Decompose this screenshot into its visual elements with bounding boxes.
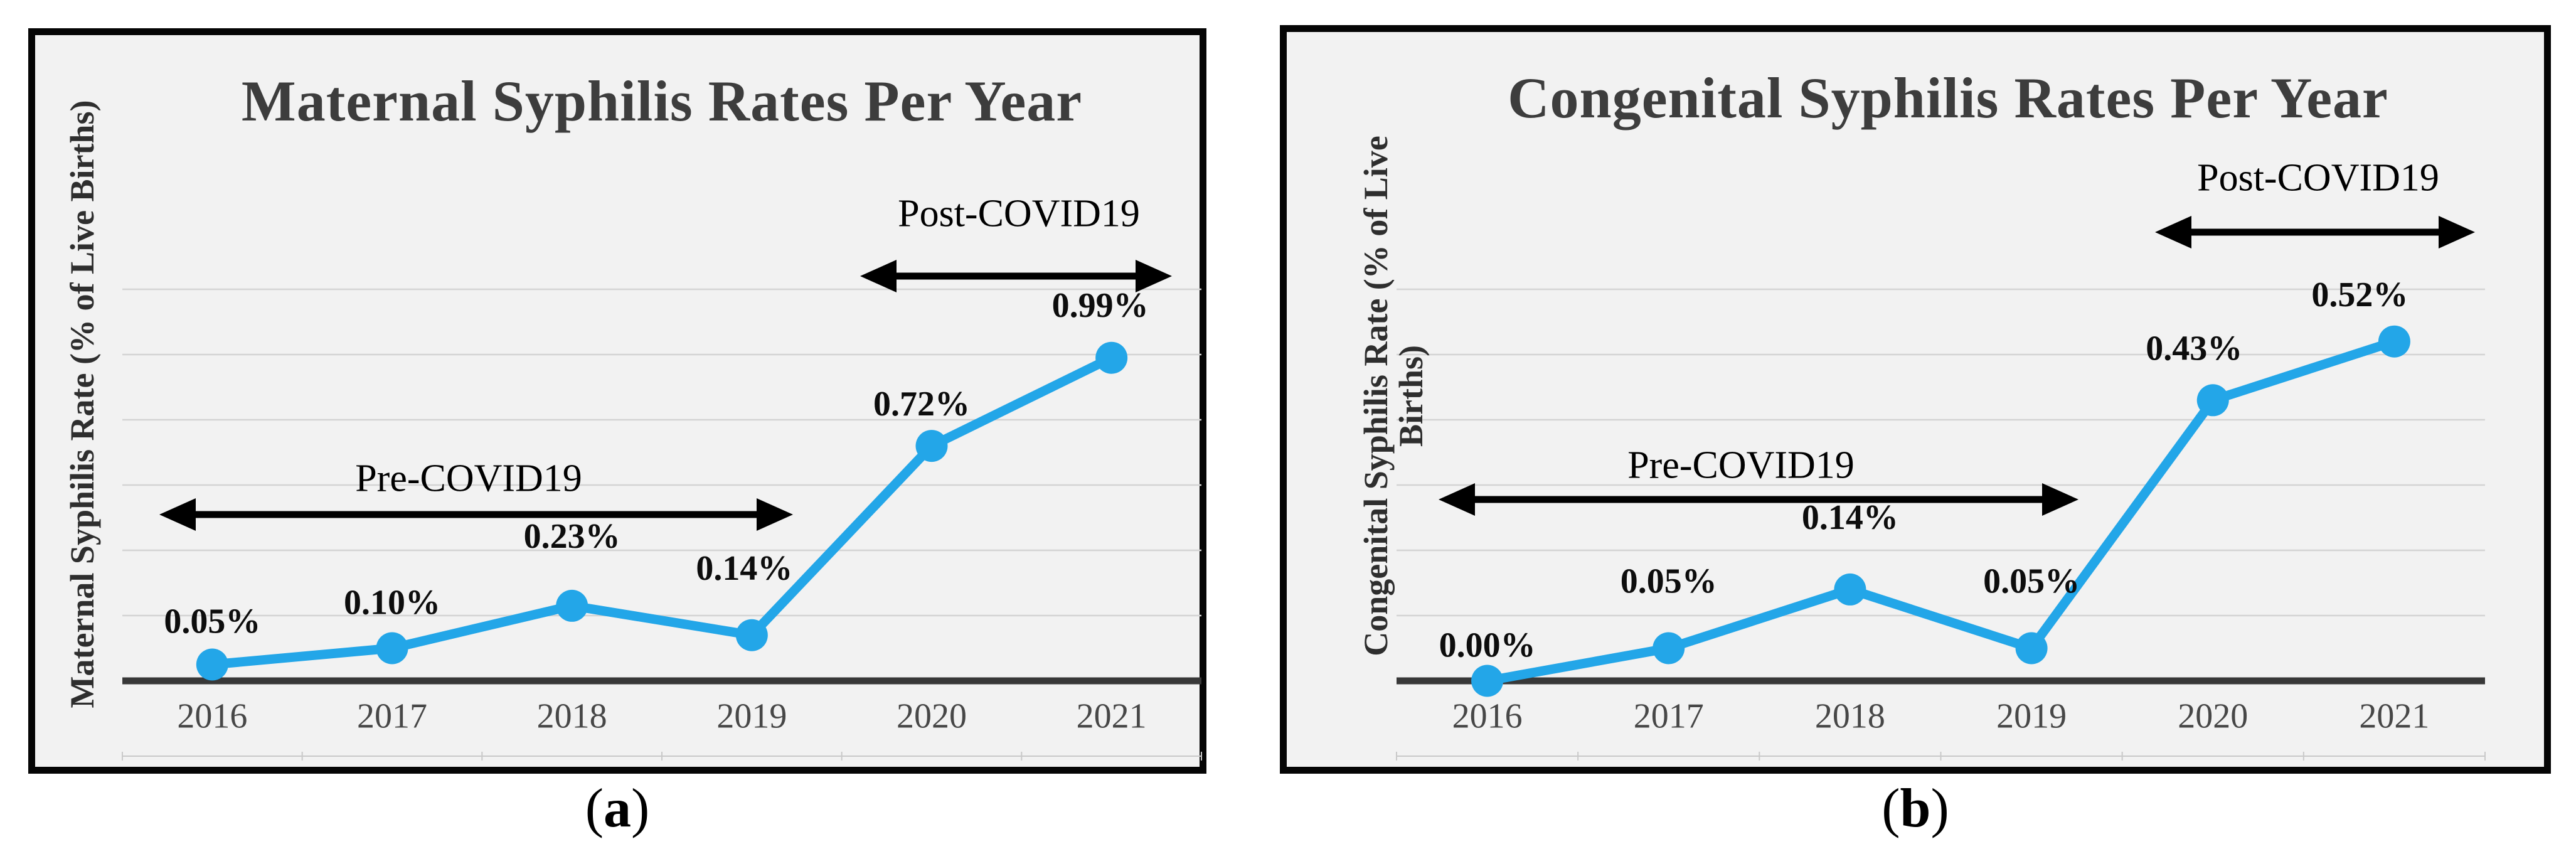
data-point-label: 0.14% [696, 549, 792, 588]
x-tick-label: 2021 [1077, 697, 1147, 736]
data-point [2015, 632, 2048, 665]
data-point [1653, 632, 1685, 665]
y-axis-label-line: Congenital Syphilis Rate (% of Live [1357, 136, 1395, 656]
chart-title-a: Maternal Syphilis Rates Per Year [241, 69, 1083, 133]
data-line [1482, 336, 2399, 686]
annotation-arrowhead-left [1439, 483, 1475, 516]
panel-b: Pre-COVID19 Post-COVID19 0.00% 0.05% 0.14% 0.… [1280, 25, 2551, 774]
x-tick-label: 2021 [2359, 697, 2429, 736]
data-point [1834, 573, 1866, 606]
x-tick-label: 2020 [897, 697, 967, 736]
x-tick-label: 2016 [177, 697, 247, 736]
annotation-arrowhead-left [860, 260, 897, 292]
annotation-pre-covid: Pre-COVID19 [1439, 444, 2078, 516]
congenital-syphilis-chart: Pre-COVID19 Post-COVID19 0.00% 0.05% 0.14% 0.… [1396, 157, 2486, 761]
annotation-label: Pre-COVID19 [1627, 444, 1855, 487]
x-tick-label: 2020 [2178, 697, 2248, 736]
panel-a: Pre-COVID19 Post-COVID19 0.05% 0.10% 0.23% 0.… [28, 28, 1206, 774]
annotation-arrowhead-left [159, 498, 196, 531]
data-point [915, 430, 948, 462]
data-line [207, 353, 1117, 670]
data-point-label: 0.14% [1802, 498, 1898, 537]
annotation-arrowhead-right [2042, 483, 2078, 516]
annotation-label: Pre-COVID19 [355, 457, 582, 500]
annotation-label: Post-COVID19 [898, 193, 1140, 235]
data-point [1095, 341, 1128, 374]
chart-title-b: Congenital Syphilis Rates Per Year [1508, 66, 2388, 130]
x-tick-label: 2018 [537, 697, 607, 736]
data-point-label: 0.23% [524, 517, 620, 556]
data-point-label: 0.43% [2146, 329, 2242, 368]
annotation-arrowhead-left [2155, 216, 2191, 248]
x-tick-label: 2017 [357, 697, 427, 736]
data-point [556, 589, 588, 622]
data-point [2378, 325, 2410, 358]
annotation-arrowhead-right [1136, 260, 1172, 292]
annotation-arrowhead-right [757, 498, 793, 531]
data-point-label: 0.05% [1983, 562, 2080, 601]
annotation-pre-covid: Pre-COVID19 [159, 457, 793, 531]
data-point [2196, 384, 2229, 417]
annotation-post-covid: Post-COVID19 [860, 193, 1172, 292]
data-point [1471, 665, 1504, 697]
caption-a: (a) [585, 778, 650, 839]
annotation-label: Post-COVID19 [2197, 157, 2439, 200]
x-tick-label: 2016 [1452, 697, 1523, 736]
data-point-label: 0.52% [2311, 275, 2408, 314]
data-point-label: 0.00% [1439, 626, 1536, 665]
data-point-label: 0.99% [1052, 286, 1149, 325]
data-point [376, 632, 408, 665]
data-point [735, 619, 768, 651]
caption-b: (b) [1881, 778, 1949, 839]
data-point-label: 0.05% [1621, 562, 1717, 601]
x-tick-label: 2019 [716, 697, 787, 736]
x-tick-label: 2017 [1634, 697, 1704, 736]
x-tick-label: 2018 [1815, 697, 1885, 736]
y-axis-label-line: Births) [1392, 345, 1430, 447]
data-point-label: 0.72% [873, 385, 970, 424]
data-point [196, 648, 228, 681]
data-point-label: 0.10% [344, 584, 440, 622]
y-axis-label-line: Maternal Syphilis Rate (% of Live Births… [63, 100, 101, 708]
annotation-post-covid: Post-COVID19 [2155, 157, 2475, 248]
annotation-arrowhead-right [2439, 216, 2475, 248]
x-tick-label: 2019 [1996, 697, 2067, 736]
data-point-label: 0.05% [164, 602, 260, 641]
maternal-syphilis-chart: Pre-COVID19 Post-COVID19 0.05% 0.10% 0.23% 0.… [122, 193, 1202, 761]
